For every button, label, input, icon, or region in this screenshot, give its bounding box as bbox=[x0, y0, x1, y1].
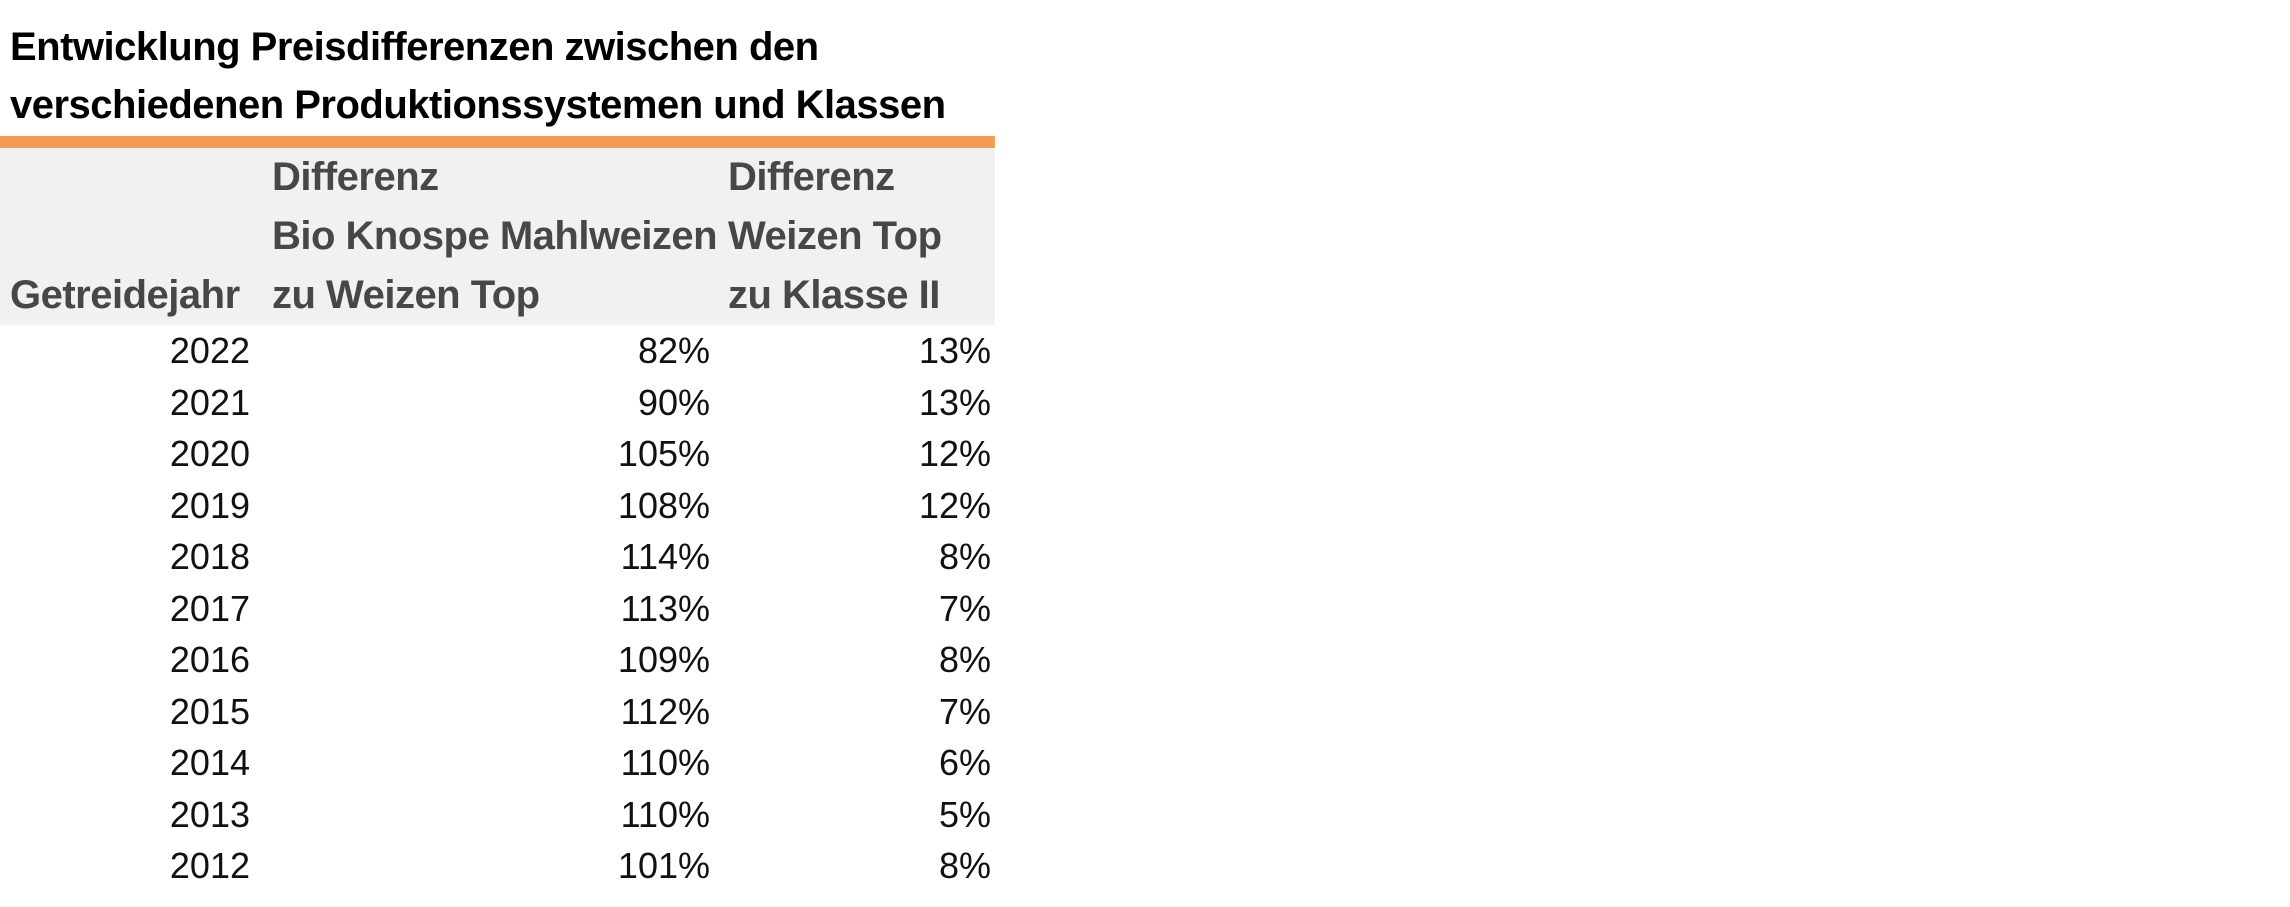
cell-diff-weizen-top: 8% bbox=[938, 639, 991, 680]
table-row: 2013 110% 5% bbox=[0, 789, 995, 841]
table-row: 2018 114% 8% bbox=[0, 531, 995, 583]
cell-year: 2021 bbox=[169, 381, 250, 423]
cell-year: 2014 bbox=[169, 742, 250, 783]
header-cell-getreidejahr: Getreidejahr bbox=[0, 148, 260, 325]
cell-year: 2018 bbox=[169, 536, 250, 577]
accent-bar bbox=[0, 136, 995, 148]
cell-diff-weizen-top: 12% bbox=[918, 484, 991, 526]
table-row: 2021 90% 13% bbox=[0, 377, 995, 429]
header-line: zu Klasse II bbox=[728, 273, 940, 317]
header-line: Differenz bbox=[272, 155, 439, 199]
cell-year: 2022 bbox=[169, 330, 250, 371]
table-row: 2012 101% 8% bbox=[0, 840, 995, 892]
header-line: Getreidejahr bbox=[10, 273, 240, 317]
cell-diff-weizen-top: 5% bbox=[938, 793, 991, 835]
table-body: 2022 82% 13% 2021 90% 13% 2020 105% 12% 2019 108% 1… bbox=[0, 325, 995, 892]
cell-diff-bio-knospe: 114% bbox=[620, 536, 710, 577]
header-row: Getreidejahr Differenz Bio Knospe Mahlwe… bbox=[0, 148, 995, 325]
cell-diff-bio-knospe: 110% bbox=[620, 742, 710, 783]
table-row: 2015 112% 7% bbox=[0, 686, 995, 738]
cell-diff-weizen-top: 8% bbox=[938, 536, 991, 577]
cell-year: 2020 bbox=[169, 433, 250, 474]
cell-diff-weizen-top: 13% bbox=[918, 330, 991, 371]
cell-diff-weizen-top: 7% bbox=[938, 690, 991, 732]
header-line: zu Weizen Top bbox=[272, 273, 540, 317]
header-cell-diff-weizen-top: Differenz Weizen Top zu Klasse II bbox=[720, 148, 995, 325]
cell-diff-bio-knospe: 108% bbox=[617, 484, 710, 526]
cell-diff-bio-knospe: 110% bbox=[620, 793, 710, 835]
cell-diff-bio-knospe: 109% bbox=[617, 639, 710, 680]
cell-year: 2019 bbox=[169, 484, 250, 526]
cell-diff-weizen-top: 6% bbox=[938, 742, 991, 783]
cell-diff-bio-knospe: 101% bbox=[617, 845, 710, 886]
cell-year: 2017 bbox=[169, 587, 250, 629]
cell-diff-bio-knospe: 113% bbox=[620, 587, 710, 629]
header-line: Weizen Top bbox=[728, 214, 942, 258]
cell-diff-bio-knospe: 112% bbox=[620, 690, 710, 732]
cell-diff-weizen-top: 8% bbox=[938, 845, 991, 886]
table-row: 2022 82% 13% bbox=[0, 325, 995, 377]
header-cell-diff-bio-knospe: Differenz Bio Knospe Mahlweizen zu Weize… bbox=[260, 148, 720, 325]
cell-diff-weizen-top: 12% bbox=[918, 433, 991, 474]
chart-title-line-2: verschiedenen Produktionssystemen und Kl… bbox=[10, 83, 946, 127]
chart-title: Entwicklung Preisdifferenzen zwischen de… bbox=[10, 18, 2290, 134]
header-line: Differenz bbox=[728, 155, 895, 199]
cell-diff-bio-knospe: 82% bbox=[637, 330, 710, 371]
cell-diff-bio-knospe: 90% bbox=[637, 381, 710, 423]
cell-year: 2016 bbox=[169, 639, 250, 680]
cell-diff-weizen-top: 7% bbox=[938, 587, 991, 629]
table-row: 2014 110% 6% bbox=[0, 737, 995, 789]
header-line: Bio Knospe Mahlweizen bbox=[272, 214, 718, 258]
cell-year: 2013 bbox=[169, 793, 250, 835]
cell-diff-weizen-top: 13% bbox=[918, 381, 991, 423]
cell-year: 2015 bbox=[169, 690, 250, 732]
chart-title-line-1: Entwicklung Preisdifferenzen zwischen de… bbox=[10, 25, 819, 69]
cell-diff-bio-knospe: 105% bbox=[617, 433, 710, 474]
data-table: Getreidejahr Differenz Bio Knospe Mahlwe… bbox=[0, 148, 995, 892]
table-row: 2019 108% 12% bbox=[0, 480, 995, 532]
table-row: 2016 109% 8% bbox=[0, 634, 995, 686]
table-row: 2017 113% 7% bbox=[0, 583, 995, 635]
cell-year: 2012 bbox=[169, 845, 250, 886]
table-row: 2020 105% 12% bbox=[0, 428, 995, 480]
